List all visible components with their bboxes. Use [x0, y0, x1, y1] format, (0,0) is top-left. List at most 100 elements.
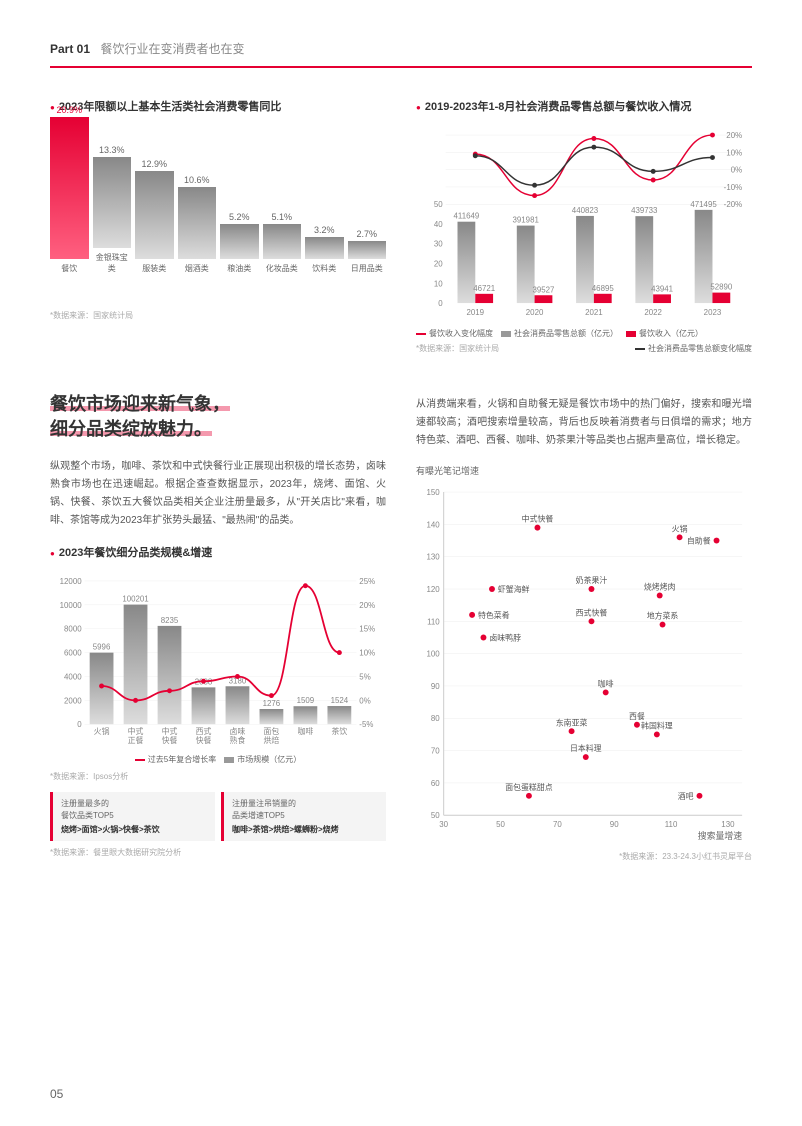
svg-text:20%: 20%	[726, 131, 742, 140]
svg-text:奶茶果汁: 奶茶果汁	[576, 575, 608, 585]
svg-text:30: 30	[434, 240, 443, 249]
chart2: -20%-10%0%10%20%010203040504116494672120…	[416, 124, 752, 324]
part-label: Part 01	[50, 42, 90, 56]
svg-text:30: 30	[439, 820, 448, 829]
svg-text:25%: 25%	[359, 577, 375, 586]
svg-text:70: 70	[431, 747, 440, 756]
page-number: 05	[50, 1087, 63, 1101]
svg-text:439733: 439733	[631, 206, 658, 215]
svg-text:咖啡: 咖啡	[297, 726, 313, 736]
svg-text:0: 0	[438, 299, 443, 308]
svg-text:熟食: 熟食	[230, 735, 246, 745]
chart1-title: 2023年限额以上基本生活类社会消费零售同比	[50, 98, 386, 114]
chart1-bar: 13.3%金银珠宝类	[93, 145, 132, 274]
svg-text:面包蛋糕甜点: 面包蛋糕甜点	[505, 782, 552, 792]
svg-text:20%: 20%	[359, 601, 375, 610]
chart2-legend2: *数据来源：国家统计局 社会消费品零售总额变化幅度	[416, 343, 752, 354]
legend-l3: 餐饮收入（亿元）	[639, 328, 703, 339]
svg-text:130: 130	[721, 820, 735, 829]
svg-text:100201: 100201	[122, 595, 148, 604]
legend-l2: 社会消费品零售总额（亿元）	[514, 328, 618, 339]
svg-text:烧烤烤肉: 烧烤烤肉	[644, 582, 676, 592]
svg-text:10%: 10%	[726, 148, 742, 157]
svg-text:39527: 39527	[533, 285, 555, 294]
svg-text:20: 20	[434, 259, 443, 268]
svg-text:471495: 471495	[690, 200, 717, 209]
svg-text:西式: 西式	[196, 726, 212, 736]
svg-text:130: 130	[427, 553, 441, 562]
svg-text:8235: 8235	[161, 616, 179, 625]
svg-text:60: 60	[431, 779, 440, 788]
chart3-legend-bar: 市场规模（亿元）	[237, 754, 301, 765]
svg-text:52890: 52890	[710, 283, 733, 292]
svg-text:地方菜系: 地方菜系	[647, 611, 679, 621]
svg-text:2019: 2019	[467, 308, 485, 317]
svg-text:特色菜肴: 特色菜肴	[478, 610, 510, 620]
svg-text:46721: 46721	[473, 284, 495, 293]
chart1-bar: 2.7%日用品类	[348, 229, 387, 274]
scatter-y-title: 有曝光笔记增速	[416, 464, 752, 477]
svg-text:快餐: 快餐	[162, 735, 178, 745]
svg-text:火锅: 火锅	[94, 726, 110, 736]
chart1-bar: 3.2%饮料类	[305, 225, 344, 274]
svg-text:10%: 10%	[359, 649, 375, 658]
svg-text:90: 90	[431, 682, 440, 691]
svg-text:2000: 2000	[64, 697, 82, 706]
headline-line2: 细分品类绽放魅力。	[50, 419, 212, 439]
svg-text:10: 10	[434, 279, 443, 288]
svg-text:12000: 12000	[60, 577, 83, 586]
svg-text:440823: 440823	[572, 206, 599, 215]
svg-text:5996: 5996	[93, 643, 111, 652]
svg-text:自助餐: 自助餐	[687, 535, 711, 545]
legend-l1: 餐饮收入变化幅度	[429, 328, 493, 339]
svg-text:酒吧: 酒吧	[678, 792, 694, 801]
svg-text:2023: 2023	[704, 308, 722, 317]
svg-text:正餐: 正餐	[128, 736, 144, 745]
info-boxes: 注册量最多的 餐饮品类TOP5 烧烤>面馆>火锅>快餐>茶饮 注册量注吊销量的 …	[50, 792, 386, 840]
svg-text:80: 80	[431, 714, 440, 723]
svg-text:中式: 中式	[162, 726, 178, 736]
info-box-2-title: 注册量注吊销量的 品类增速TOP5	[232, 798, 378, 820]
svg-text:-20%: -20%	[724, 200, 742, 209]
part-title: 餐饮行业在变消费者也在变	[100, 42, 244, 56]
info-box-1-title: 注册量最多的 餐饮品类TOP5	[61, 798, 207, 820]
svg-text:东南亚菜: 东南亚菜	[556, 717, 588, 727]
chart3: 020004000600080001000012000-5%0%5%10%15%…	[50, 570, 386, 750]
svg-text:43941: 43941	[651, 284, 673, 293]
svg-text:110: 110	[665, 820, 678, 829]
svg-text:0: 0	[77, 721, 82, 730]
svg-text:15%: 15%	[359, 625, 375, 634]
svg-text:虾蟹海鲜: 虾蟹海鲜	[498, 584, 530, 594]
svg-text:411649: 411649	[454, 212, 480, 221]
scatter-source: *数据来源：23.3-24.3小红书灵犀平台	[416, 851, 752, 862]
info-box-1-content: 烧烤>面馆>火锅>快餐>茶饮	[61, 824, 207, 835]
svg-text:1509: 1509	[297, 697, 315, 706]
svg-text:日本料理: 日本料理	[570, 743, 602, 753]
info-boxes-source: *数据来源：餐里眼大数据研究院分析	[50, 847, 386, 858]
chart2-title: 2019-2023年1-8月社会消费品零售总额与餐饮收入情况	[416, 98, 752, 114]
chart3-legend-line: 过去5年复合增长率	[148, 754, 216, 765]
section-headline: 餐饮市场迎来新气象， 细分品类绽放魅力。	[50, 392, 386, 442]
svg-text:8000: 8000	[64, 625, 82, 634]
svg-text:4000: 4000	[64, 673, 82, 682]
svg-text:2020: 2020	[526, 308, 544, 317]
svg-text:140: 140	[427, 520, 441, 529]
chart1: 20.9%餐饮13.3%金银珠宝类12.9%服装类10.6%烟酒类5.2%粮油类…	[50, 124, 386, 304]
svg-text:6000: 6000	[64, 649, 82, 658]
svg-text:西式快餐: 西式快餐	[576, 607, 608, 617]
chart3-title: 2023年餐饮细分品类规模&增速	[50, 544, 386, 560]
svg-text:46895: 46895	[592, 284, 615, 293]
paragraph1: 纵观整个市场，咖啡、茶饮和中式快餐行业正展现出积极的增长态势，卤味熟食市场也在迅…	[50, 458, 386, 530]
chart2-source: *数据来源：国家统计局	[416, 343, 499, 354]
svg-text:5%: 5%	[359, 673, 370, 682]
svg-text:卤味: 卤味	[230, 726, 246, 736]
svg-text:10000: 10000	[60, 601, 83, 610]
svg-text:90: 90	[610, 820, 619, 829]
svg-text:-10%: -10%	[724, 183, 742, 192]
info-box-2: 注册量注吊销量的 品类增速TOP5 咖啡>茶馆>烘焙>螺蛳粉>烧烤	[221, 792, 386, 840]
headline-line1: 餐饮市场迎来新气象，	[50, 394, 230, 414]
info-box-2-content: 咖啡>茶馆>烘焙>螺蛳粉>烧烤	[232, 824, 378, 835]
svg-text:150: 150	[427, 488, 441, 497]
svg-text:110: 110	[427, 617, 440, 626]
chart2-legend: 餐饮收入变化幅度 社会消费品零售总额（亿元） 餐饮收入（亿元）	[416, 328, 752, 339]
